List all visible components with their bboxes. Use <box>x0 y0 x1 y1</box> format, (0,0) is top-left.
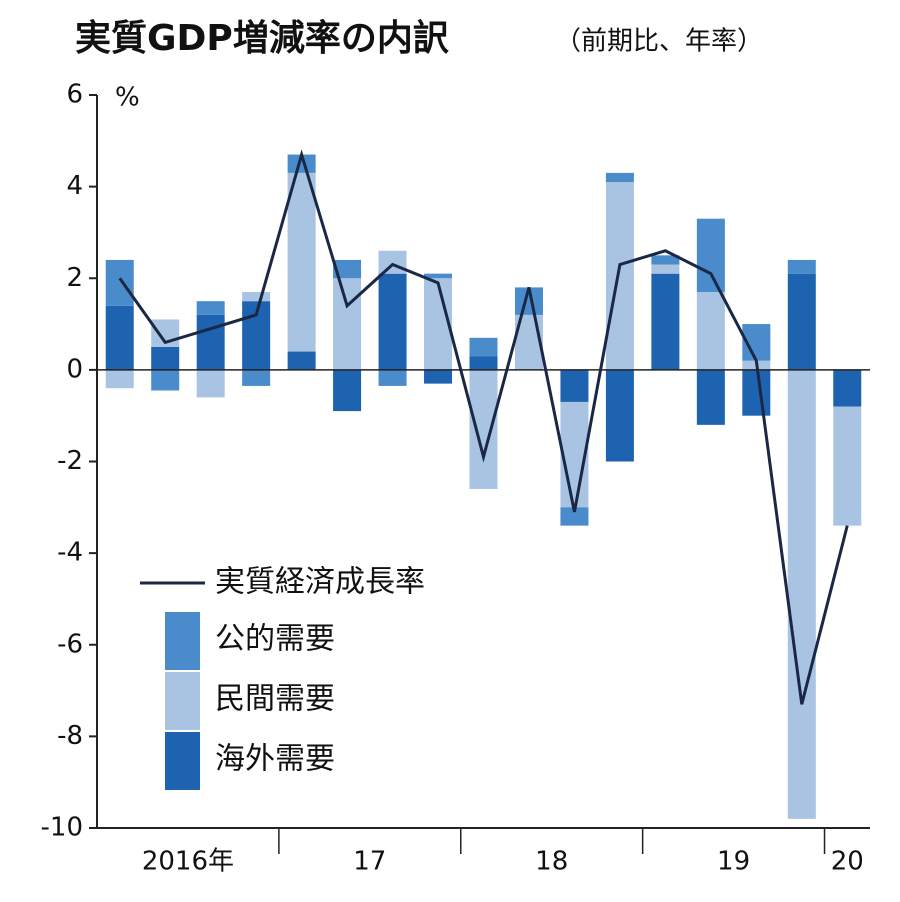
bar-segment <box>560 507 589 526</box>
bar-segment <box>469 369 498 489</box>
bar-segment <box>605 369 634 462</box>
bar-segment <box>424 369 453 384</box>
bar-segment <box>196 314 225 370</box>
y-tick-label: -4 <box>57 538 83 568</box>
bar-segment <box>378 369 407 386</box>
bar-segment <box>333 259 362 279</box>
legend-swatch <box>165 732 200 790</box>
legend-label: 実質経済成長率 <box>215 565 425 600</box>
bar-segment <box>651 255 680 265</box>
legend-swatch <box>165 612 200 670</box>
bar-segment <box>469 356 498 370</box>
bar-segment <box>105 369 134 389</box>
bar-segment <box>151 346 180 370</box>
legend-label: 公的需要 <box>215 622 335 657</box>
bar-segment <box>196 369 225 398</box>
bar-segment <box>424 273 453 279</box>
chart-subtitle: （前期比、年率） <box>555 27 763 57</box>
bar-segment <box>742 369 771 416</box>
legend-swatch <box>165 672 200 730</box>
bar-segment <box>287 351 316 370</box>
bar-segment <box>333 278 362 370</box>
y-unit: % <box>115 83 140 113</box>
bar-segment <box>287 154 316 173</box>
bar-segment <box>833 369 862 407</box>
x-tick-label: 20 <box>831 847 864 877</box>
bar-segment <box>242 369 271 386</box>
y-tick-label: 4 <box>66 171 83 201</box>
legend-label: 海外需要 <box>215 742 335 777</box>
bar-segment <box>196 301 225 315</box>
bar-segment <box>651 273 680 370</box>
y-tick-label: -8 <box>57 721 83 751</box>
bar-segment <box>333 369 362 412</box>
chart-title: 実質GDP増減率の内訳 <box>75 18 450 59</box>
bar-segment <box>560 369 589 402</box>
x-tick-label: 2016年 <box>142 847 234 877</box>
bar-segment <box>469 337 498 357</box>
y-tick-label: 6 <box>66 80 83 110</box>
bar-segment <box>696 218 725 292</box>
bar-segment <box>696 369 725 425</box>
bar-segment <box>287 172 316 352</box>
bar-segment <box>605 172 634 183</box>
y-tick-label: -6 <box>57 629 83 659</box>
bar-segment <box>378 250 407 274</box>
bar-segment <box>378 273 407 370</box>
legend-label: 民間需要 <box>215 682 335 717</box>
bar-segment <box>105 305 134 370</box>
bar-segment <box>787 369 816 819</box>
growth-line <box>118 149 849 705</box>
bar-segment <box>833 406 862 526</box>
x-tick-label: 18 <box>535 847 568 877</box>
y-tick-label: -10 <box>41 813 83 843</box>
bar-segment <box>787 273 816 370</box>
x-tick-label: 19 <box>717 847 750 877</box>
bar-segment <box>696 291 725 370</box>
bar-segment <box>105 259 134 306</box>
y-tick-label: 0 <box>66 354 83 384</box>
bar-segment <box>651 264 680 274</box>
x-tick-label: 17 <box>353 847 386 877</box>
y-tick-label: -2 <box>57 446 83 476</box>
bar-segment <box>151 369 180 391</box>
bar-segment <box>787 259 816 274</box>
bar-segment <box>242 291 271 302</box>
y-tick-label: 2 <box>66 263 83 293</box>
bar-segment <box>605 182 634 370</box>
